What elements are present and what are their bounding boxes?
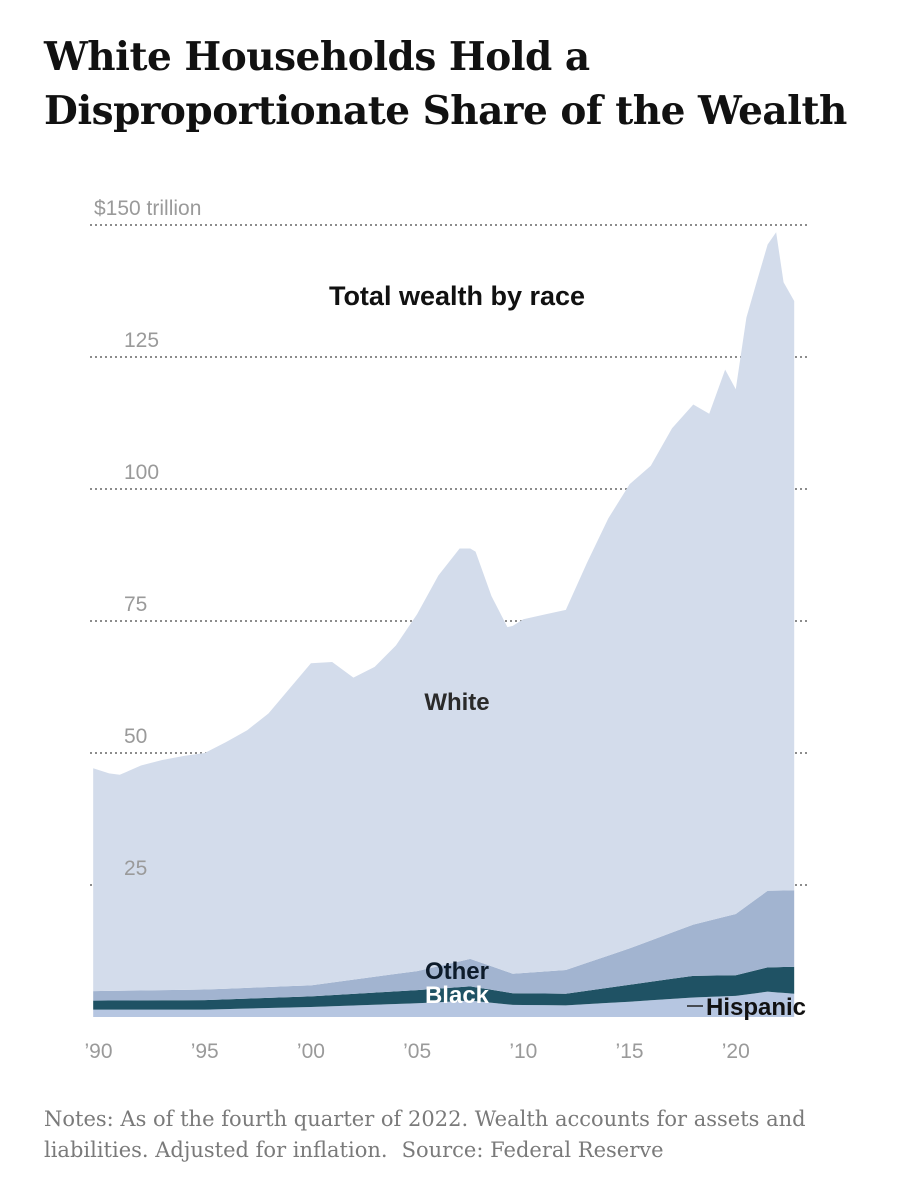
notes-text: Notes: As of the fourth quarter of 2022.… bbox=[44, 1107, 806, 1162]
y-tick-label: 25 bbox=[124, 857, 147, 880]
y-tick-label: 100 bbox=[124, 461, 159, 484]
x-tick-label: ’15 bbox=[616, 1040, 644, 1063]
x-tick-label: ’95 bbox=[191, 1040, 219, 1063]
chart-title: Total wealth by race bbox=[329, 281, 585, 311]
notes: Notes: As of the fourth quarter of 2022.… bbox=[44, 1104, 884, 1166]
y-tick-labels: $150 trillion 125 100 75 50 25 bbox=[94, 197, 201, 880]
area-white bbox=[93, 232, 795, 992]
x-tick-label: ’05 bbox=[403, 1040, 431, 1063]
y-tick-label: 50 bbox=[124, 725, 147, 748]
y-tick-label: 125 bbox=[124, 329, 159, 352]
area-hispanic bbox=[93, 991, 795, 1017]
y-tick-label: $150 trillion bbox=[94, 197, 201, 220]
area-layers bbox=[93, 232, 795, 1017]
x-tick-label: ’20 bbox=[722, 1040, 750, 1063]
area-black bbox=[93, 966, 795, 1010]
series-label-hispanic: Hispanic bbox=[706, 994, 806, 1021]
series-label-white: White bbox=[424, 689, 489, 716]
area-other bbox=[93, 890, 795, 1001]
x-tick-label: ’10 bbox=[509, 1040, 537, 1063]
headline: White Households Hold a Disproportionate… bbox=[44, 34, 847, 134]
series-label-other: Other bbox=[425, 958, 489, 985]
notes-source: Source: Federal Reserve bbox=[401, 1138, 664, 1162]
x-tick-labels: ’90 ’95 ’00 ’05 ’10 ’15 ’20 bbox=[84, 1040, 749, 1063]
series-label-black: Black bbox=[425, 982, 490, 1009]
y-tick-label: 75 bbox=[124, 593, 147, 616]
wealth-chart: $150 trillion 125 100 75 50 25 ’90 ’95 ’00 ’05 ’1… bbox=[84, 197, 808, 1063]
x-tick-label: ’90 bbox=[84, 1040, 112, 1063]
x-tick-label: ’00 bbox=[297, 1040, 325, 1063]
